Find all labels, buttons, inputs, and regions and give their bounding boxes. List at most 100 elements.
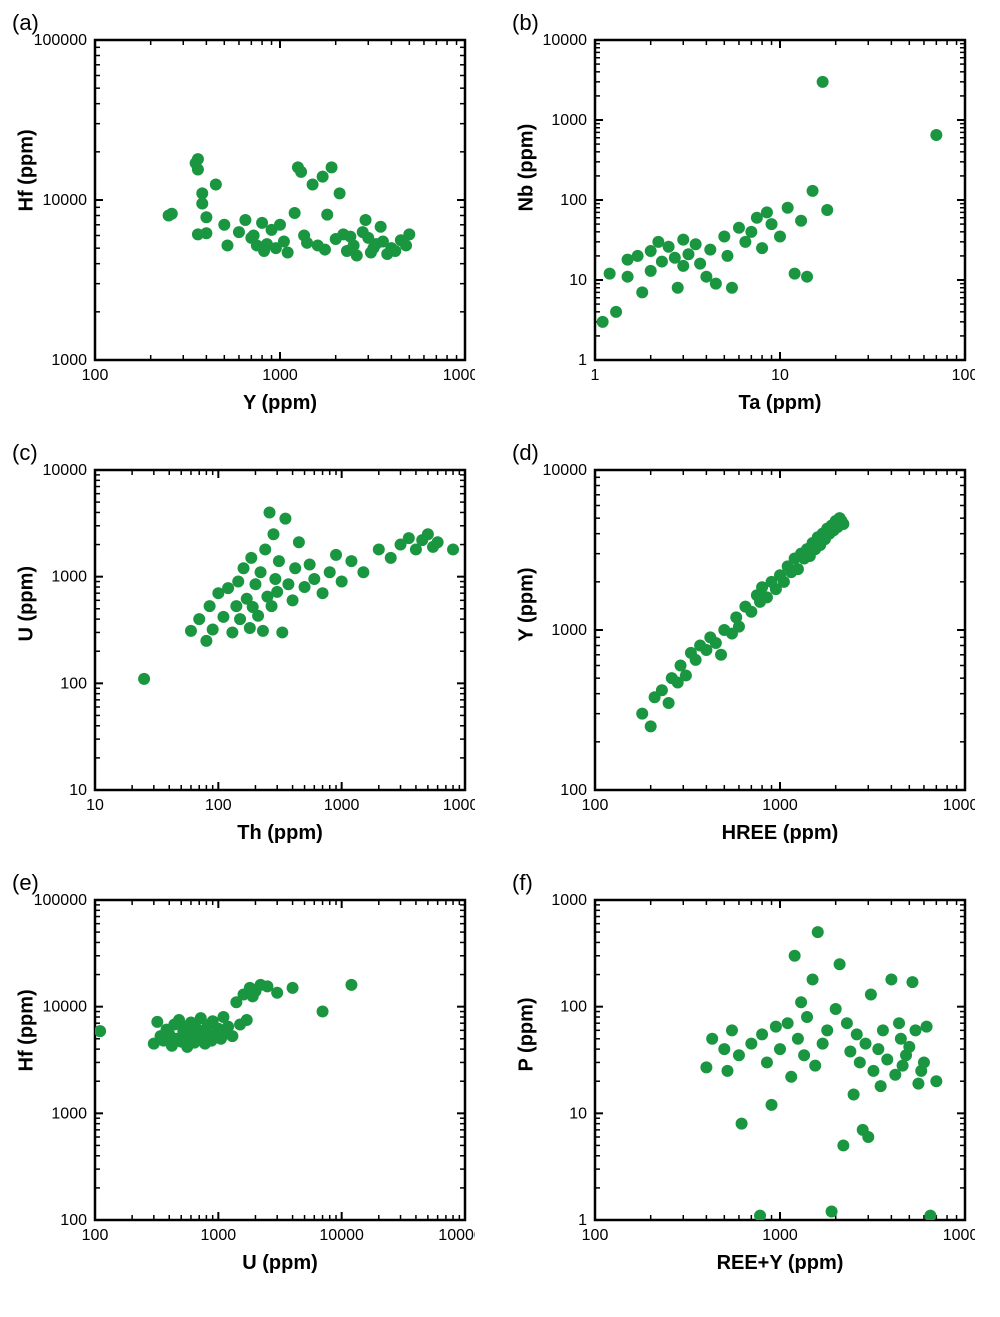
data-point xyxy=(694,258,706,270)
data-point xyxy=(682,248,694,260)
data-point xyxy=(700,1061,712,1073)
data-point xyxy=(821,1024,833,1036)
data-point xyxy=(785,1071,797,1083)
data-point xyxy=(597,316,609,328)
data-point xyxy=(877,1024,889,1036)
svg-text:100: 100 xyxy=(560,192,587,209)
data-point xyxy=(249,578,261,590)
data-point xyxy=(234,613,246,625)
data-point xyxy=(304,559,316,571)
data-point xyxy=(862,1131,874,1143)
data-point xyxy=(204,600,216,612)
data-point xyxy=(307,178,319,190)
data-point xyxy=(867,1065,879,1077)
data-point xyxy=(192,164,204,176)
data-point xyxy=(232,576,244,588)
svg-text:1000: 1000 xyxy=(551,622,587,639)
data-point xyxy=(321,209,333,221)
data-point xyxy=(756,242,768,254)
data-point xyxy=(295,166,307,178)
svg-text:10: 10 xyxy=(86,797,104,814)
data-point xyxy=(276,626,288,638)
data-point xyxy=(645,720,657,732)
data-point xyxy=(345,555,357,567)
svg-text:1: 1 xyxy=(591,367,600,384)
data-point xyxy=(252,610,264,622)
data-point xyxy=(264,506,276,518)
data-point xyxy=(656,256,668,268)
data-point xyxy=(656,684,668,696)
data-point xyxy=(622,271,634,283)
data-point xyxy=(217,611,229,623)
data-point xyxy=(308,573,320,585)
data-point xyxy=(282,246,294,258)
data-point xyxy=(360,214,372,226)
data-point xyxy=(293,536,305,548)
data-point xyxy=(256,217,268,229)
data-point xyxy=(930,1075,942,1087)
data-point xyxy=(826,1206,838,1218)
panel-grid: (a)Hf (ppm)Y (ppm)1001000100001000100001… xyxy=(0,10,1000,1300)
data-point xyxy=(282,578,294,590)
data-point xyxy=(672,282,684,294)
data-point xyxy=(817,76,829,88)
svg-text:10000: 10000 xyxy=(43,462,88,479)
data-point xyxy=(196,198,208,210)
data-point xyxy=(844,1045,856,1057)
plot-e: 100100010000100000100100010000100000 xyxy=(0,870,475,1250)
data-point xyxy=(330,549,342,561)
data-point xyxy=(238,562,250,574)
data-point xyxy=(403,228,415,240)
panel-e: (e)Hf (ppm)U (ppm)1001000100001000001001… xyxy=(0,870,500,1300)
svg-text:10000: 10000 xyxy=(943,797,975,814)
data-point xyxy=(726,282,738,294)
data-point xyxy=(774,230,786,242)
data-point xyxy=(830,1003,842,1015)
data-point xyxy=(278,236,290,248)
data-point xyxy=(851,1028,863,1040)
data-point xyxy=(324,566,336,578)
data-point xyxy=(289,207,301,219)
data-point xyxy=(718,1043,730,1055)
svg-text:1000: 1000 xyxy=(51,1105,87,1122)
data-point xyxy=(271,987,283,999)
svg-text:1000: 1000 xyxy=(551,112,587,129)
data-point xyxy=(721,250,733,262)
data-point xyxy=(677,260,689,272)
x-axis-label-c: Th (ppm) xyxy=(95,822,465,845)
data-point xyxy=(766,1099,778,1111)
data-point xyxy=(200,635,212,647)
data-point xyxy=(193,613,205,625)
svg-text:100: 100 xyxy=(582,1227,609,1244)
data-point xyxy=(279,513,291,525)
data-point xyxy=(837,1139,849,1151)
data-point xyxy=(860,1038,872,1050)
data-point xyxy=(632,250,644,262)
data-point xyxy=(715,649,727,661)
data-point xyxy=(636,708,648,720)
data-point xyxy=(400,239,412,251)
data-point xyxy=(185,625,197,637)
panel-f: (f)P (ppm)REE+Y (ppm)1001000100001101001… xyxy=(500,870,1000,1300)
data-point xyxy=(770,1021,782,1033)
data-point xyxy=(677,234,689,246)
svg-text:10000: 10000 xyxy=(943,1227,975,1244)
data-point xyxy=(812,926,824,938)
svg-text:1: 1 xyxy=(578,352,587,369)
data-point xyxy=(200,227,212,239)
data-point xyxy=(230,600,242,612)
data-point xyxy=(906,976,918,988)
data-point xyxy=(893,1017,905,1029)
data-point xyxy=(334,187,346,199)
data-point xyxy=(841,1017,853,1029)
plot-b: 110100110100100010000 xyxy=(500,10,975,390)
data-point xyxy=(345,979,357,991)
plot-a: 100100010000100010000100000 xyxy=(0,10,475,390)
data-point xyxy=(885,973,897,985)
data-point xyxy=(255,566,267,578)
svg-text:10000: 10000 xyxy=(543,32,588,49)
data-point xyxy=(636,286,648,298)
svg-text:10: 10 xyxy=(69,782,87,799)
svg-text:100: 100 xyxy=(82,367,109,384)
data-point xyxy=(389,245,401,257)
